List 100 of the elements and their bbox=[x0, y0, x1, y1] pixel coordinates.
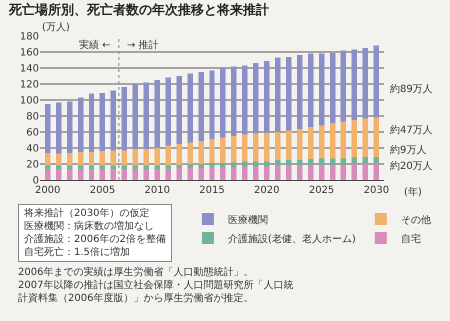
x-tick-label: 2015 bbox=[199, 185, 225, 196]
text: 約9万人 bbox=[390, 145, 426, 156]
bar bbox=[198, 164, 204, 168]
legend-label: 自宅 bbox=[400, 232, 421, 245]
bar bbox=[296, 55, 302, 129]
y-axis-title: (万人) bbox=[42, 22, 70, 33]
bar bbox=[144, 168, 150, 180]
text: 介護施設：2006年の2倍を整備 bbox=[24, 233, 166, 246]
bar bbox=[209, 163, 215, 168]
bar bbox=[340, 50, 346, 122]
bar bbox=[78, 166, 84, 169]
bar bbox=[286, 56, 292, 130]
bar bbox=[122, 150, 128, 166]
bar bbox=[318, 126, 324, 158]
bar bbox=[44, 104, 50, 153]
bar bbox=[308, 164, 314, 180]
bar bbox=[352, 158, 358, 164]
bar bbox=[296, 128, 302, 160]
bar bbox=[100, 166, 106, 169]
bar bbox=[220, 138, 226, 164]
bar bbox=[132, 166, 138, 169]
bar bbox=[110, 168, 116, 180]
bar bbox=[56, 166, 62, 169]
bar bbox=[253, 63, 259, 134]
bar bbox=[242, 162, 248, 166]
bar bbox=[374, 156, 380, 164]
bar bbox=[78, 152, 84, 166]
bar bbox=[231, 136, 237, 162]
bar bbox=[165, 146, 171, 166]
bar bbox=[209, 139, 215, 164]
text: 2007年以降の推計は国立社会保障・人口問題研究所「人口統計資料集（2006年度版）」から厚生労働省が推定。 bbox=[18, 279, 294, 305]
legend-label: 介護施設(老健、老人ホーム) bbox=[228, 232, 356, 245]
bar bbox=[198, 168, 204, 180]
bar bbox=[340, 164, 346, 180]
bar bbox=[209, 167, 215, 180]
bar bbox=[132, 168, 138, 180]
bar bbox=[340, 122, 346, 158]
bar bbox=[122, 168, 128, 180]
bar bbox=[187, 164, 193, 168]
bar bbox=[154, 80, 160, 148]
bar bbox=[374, 164, 380, 180]
x-tick-label: 2005 bbox=[90, 185, 116, 196]
bar bbox=[66, 152, 72, 166]
bar bbox=[187, 142, 193, 164]
bar bbox=[352, 164, 358, 180]
y-tick-label: 100 bbox=[20, 96, 39, 106]
y-tick-label: 120 bbox=[20, 80, 39, 90]
bar bbox=[308, 54, 314, 128]
bar bbox=[296, 160, 302, 166]
bar bbox=[44, 152, 50, 166]
bar bbox=[110, 90, 116, 150]
bar bbox=[374, 46, 380, 118]
bar bbox=[362, 156, 368, 164]
bar bbox=[264, 132, 270, 162]
y-tick-label: 160 bbox=[20, 48, 39, 58]
bar bbox=[220, 68, 226, 138]
y-tick-label: 180 bbox=[20, 32, 39, 42]
bar bbox=[100, 168, 106, 180]
bar bbox=[187, 74, 193, 142]
bar bbox=[274, 160, 280, 166]
y-tick-label: 60 bbox=[26, 128, 39, 138]
bar bbox=[274, 166, 280, 180]
y-tick-label: 40 bbox=[26, 144, 39, 154]
bar bbox=[88, 152, 94, 166]
text: 将来推計（2030年）の仮定 bbox=[24, 207, 150, 220]
bar bbox=[362, 164, 368, 180]
bar bbox=[132, 84, 138, 149]
bar bbox=[286, 130, 292, 160]
bar bbox=[88, 166, 94, 169]
bar bbox=[176, 164, 182, 168]
bar bbox=[44, 168, 50, 180]
bar bbox=[110, 166, 116, 169]
bar bbox=[253, 166, 259, 180]
text: 自宅死亡：1.5倍に増加 bbox=[24, 246, 131, 259]
bar bbox=[198, 72, 204, 141]
x-tick-label: 2025 bbox=[308, 185, 334, 196]
y-tick-label: 20 bbox=[26, 160, 39, 170]
x-tick-label: 2000 bbox=[34, 185, 60, 196]
bar bbox=[340, 158, 346, 165]
bar bbox=[286, 166, 292, 180]
bar bbox=[198, 140, 204, 164]
bar bbox=[176, 76, 182, 144]
chart-title: 死亡場所別、死亡者数の年次推移と将来推計 bbox=[8, 2, 269, 18]
x-tick-label: 2030 bbox=[364, 185, 390, 196]
x-tick-label: 2010 bbox=[144, 185, 170, 196]
bar bbox=[274, 132, 280, 160]
bar bbox=[56, 102, 62, 154]
bar bbox=[318, 164, 324, 180]
bar bbox=[44, 166, 50, 169]
bar bbox=[330, 123, 336, 158]
bar bbox=[78, 168, 84, 180]
legend-label: 医療機関 bbox=[228, 214, 268, 226]
bar bbox=[296, 166, 302, 180]
text: 約20万人 bbox=[390, 161, 433, 172]
bar bbox=[132, 148, 138, 166]
bar bbox=[253, 134, 259, 162]
bar bbox=[88, 94, 94, 152]
bar bbox=[231, 66, 237, 136]
bar bbox=[231, 167, 237, 180]
bar bbox=[165, 78, 171, 146]
